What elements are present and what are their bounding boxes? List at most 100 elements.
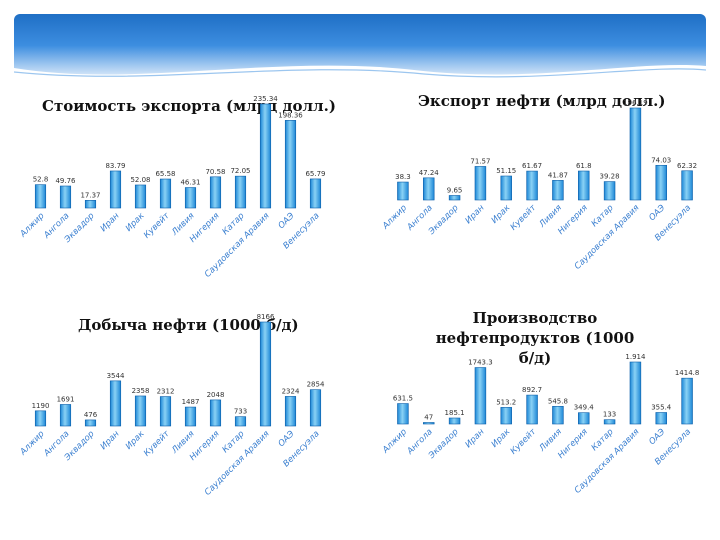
category-label-1-5: Кувейт: [509, 202, 539, 232]
bar-3-11: [681, 377, 693, 425]
bar-3-6: [552, 406, 564, 425]
bar-2-7: [209, 399, 222, 427]
value-label-3-8: 133: [603, 411, 616, 419]
value-label-2-6: 1487: [182, 398, 200, 406]
value-label-3-11: 1414.8: [675, 369, 700, 377]
value-label-3-9: 1.914: [625, 353, 646, 361]
bar-0-10: [284, 120, 297, 209]
bar-1-5: [526, 170, 538, 201]
category-label-2-5: Кувейт: [142, 428, 172, 458]
bar-3-1: [423, 422, 435, 425]
bar-2-4: [134, 395, 147, 427]
category-label-3-5: Кувейт: [509, 426, 539, 456]
bar-1-3: [474, 166, 487, 201]
value-label-2-5: 2312: [157, 388, 175, 396]
value-label-2-4: 2358: [132, 387, 150, 395]
value-label-3-1: 47: [424, 413, 433, 421]
value-label-0-3: 83.79: [105, 162, 125, 170]
bar-1-6: [552, 180, 564, 201]
value-label-2-8: 733: [234, 408, 247, 416]
bar-0-3: [109, 170, 122, 209]
value-label-3-10: 355.4: [651, 403, 672, 411]
value-label-3-7: 349.4: [574, 404, 595, 412]
value-label-2-0: 1190: [32, 402, 50, 410]
chart-2-title: Экспорт нефти (млрд долл.): [418, 92, 666, 110]
bar-2-3: [109, 380, 122, 427]
bar-0-8: [234, 175, 247, 209]
category-label-1-0: Алжир: [380, 203, 409, 232]
value-label-3-2: 185.1: [445, 409, 465, 417]
bar-0-9: [259, 103, 272, 209]
chart-3-title: Добыча нефти (1000 б/д): [78, 316, 299, 334]
value-label-2-7: 2048: [207, 391, 225, 399]
value-label-0-1: 49.76: [55, 177, 76, 185]
category-label-2-3: Иран: [99, 429, 122, 452]
value-label-1-0: 38.3: [395, 173, 411, 181]
bar-3-4: [500, 407, 512, 425]
bar-2-6: [184, 406, 197, 427]
category-label-3-10: ОАЭ: [647, 427, 667, 447]
value-label-2-3: 3544: [107, 372, 125, 380]
bar-3-5: [526, 394, 538, 425]
value-label-1-7: 61.8: [576, 162, 592, 170]
value-label-2-9: 8166: [257, 313, 275, 321]
bar-2-2: [84, 419, 97, 427]
bar-3-10: [655, 412, 667, 425]
value-label-1-3: 71.57: [470, 157, 490, 165]
category-label-0-5: Кувейт: [142, 210, 172, 240]
bar-0-0: [34, 184, 47, 209]
value-label-3-3: 1743.3: [468, 359, 493, 367]
bar-0-1: [59, 185, 72, 209]
bar-0-6: [184, 187, 197, 209]
bar-1-0: [397, 181, 409, 201]
value-label-0-7: 70.58: [205, 168, 225, 176]
value-label-1-1: 47.24: [419, 169, 440, 177]
category-label-0-3: Иран: [99, 211, 122, 234]
value-label-1-6: 41.87: [548, 171, 568, 179]
value-label-0-0: 52.8: [33, 176, 49, 184]
bar-1-11: [681, 170, 693, 201]
bar-0-11: [309, 178, 322, 209]
value-label-0-2: 17.37: [80, 191, 100, 199]
category-label-2-4: Ирак: [124, 428, 147, 451]
header-wave: [14, 65, 706, 90]
bar-2-1: [59, 404, 72, 427]
value-label-3-5: 892.7: [522, 386, 542, 394]
bar-2-10: [284, 396, 297, 427]
bar-1-1: [423, 177, 435, 201]
value-label-2-11: 2854: [307, 381, 325, 389]
category-label-1-3: Иран: [464, 203, 487, 226]
bar-2-9: [259, 321, 272, 427]
value-label-3-4: 513.2: [496, 398, 516, 406]
value-label-0-9: 235.34: [253, 95, 278, 103]
bar-0-4: [134, 184, 147, 209]
bar-3-3: [474, 367, 487, 425]
bar-0-5: [159, 178, 172, 209]
category-label-3-3: Иран: [464, 427, 487, 450]
category-label-0-0: Алжир: [18, 211, 47, 240]
bar-2-5: [159, 396, 172, 427]
value-label-0-6: 46.31: [180, 179, 200, 187]
bar-0-2: [84, 200, 97, 209]
value-label-1-11: 62.32: [677, 162, 697, 170]
category-label-0-10: ОАЭ: [277, 211, 297, 231]
category-label-2-10: ОАЭ: [277, 429, 297, 449]
category-label-1-10: ОАЭ: [647, 203, 667, 223]
bar-1-10: [655, 164, 667, 201]
bar-2-8: [234, 416, 247, 427]
value-label-3-0: 631.5: [393, 395, 413, 403]
value-label-2-10: 2324: [282, 387, 300, 395]
category-label-3-0: Алжир: [380, 427, 409, 456]
bar-0-7: [209, 176, 222, 209]
value-label-0-8: 72.05: [230, 167, 250, 175]
value-label-3-6: 545.8: [548, 397, 568, 405]
value-label-2-2: 476: [84, 411, 98, 419]
bar-3-7: [578, 412, 590, 425]
bar-3-8: [603, 419, 616, 425]
value-label-0-10: 198.36: [278, 111, 303, 119]
bar-3-0: [397, 403, 409, 425]
value-label-1-5: 61.67: [522, 162, 542, 170]
value-label-2-1: 1691: [57, 395, 75, 403]
bar-2-11: [309, 389, 322, 427]
